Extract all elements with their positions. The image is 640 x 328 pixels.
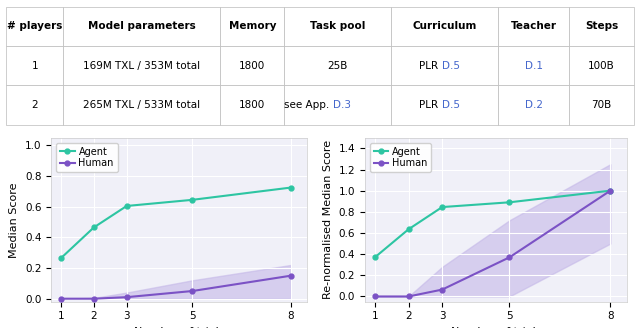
X-axis label: Number of trials: Number of trials	[451, 327, 541, 328]
Line: Agent: Agent	[372, 188, 613, 260]
Text: D.5: D.5	[442, 100, 460, 110]
Agent	[438, 205, 446, 209]
Human	[90, 297, 98, 301]
Text: PLR: PLR	[419, 100, 442, 110]
Line: Agent: Agent	[59, 185, 293, 260]
Agent	[57, 256, 65, 260]
Text: D.3: D.3	[333, 100, 351, 110]
Human	[506, 256, 513, 259]
Human	[287, 274, 294, 278]
Agent	[404, 227, 412, 231]
Agent	[90, 225, 98, 229]
Line: Human: Human	[372, 188, 613, 299]
Y-axis label: Re-normalised Median Score: Re-normalised Median Score	[323, 140, 333, 299]
Y-axis label: Median Score: Median Score	[10, 182, 19, 257]
Text: D.5: D.5	[442, 61, 460, 71]
Human	[123, 295, 131, 299]
Human	[607, 189, 614, 193]
Legend: Agent, Human: Agent, Human	[370, 143, 431, 172]
X-axis label: Number of trials: Number of trials	[134, 327, 225, 328]
Human	[189, 289, 196, 293]
Agent	[123, 204, 131, 208]
Agent	[371, 256, 379, 259]
Human	[404, 295, 412, 298]
Line: Human: Human	[59, 273, 293, 301]
Text: see App.: see App.	[284, 100, 333, 110]
Agent	[506, 200, 513, 204]
Human	[371, 295, 379, 298]
Legend: Agent, Human: Agent, Human	[56, 143, 118, 172]
Human	[438, 288, 446, 292]
Agent	[607, 189, 614, 193]
Agent	[189, 198, 196, 202]
Human	[57, 297, 65, 301]
Agent	[287, 186, 294, 190]
Text: PLR: PLR	[419, 61, 442, 71]
